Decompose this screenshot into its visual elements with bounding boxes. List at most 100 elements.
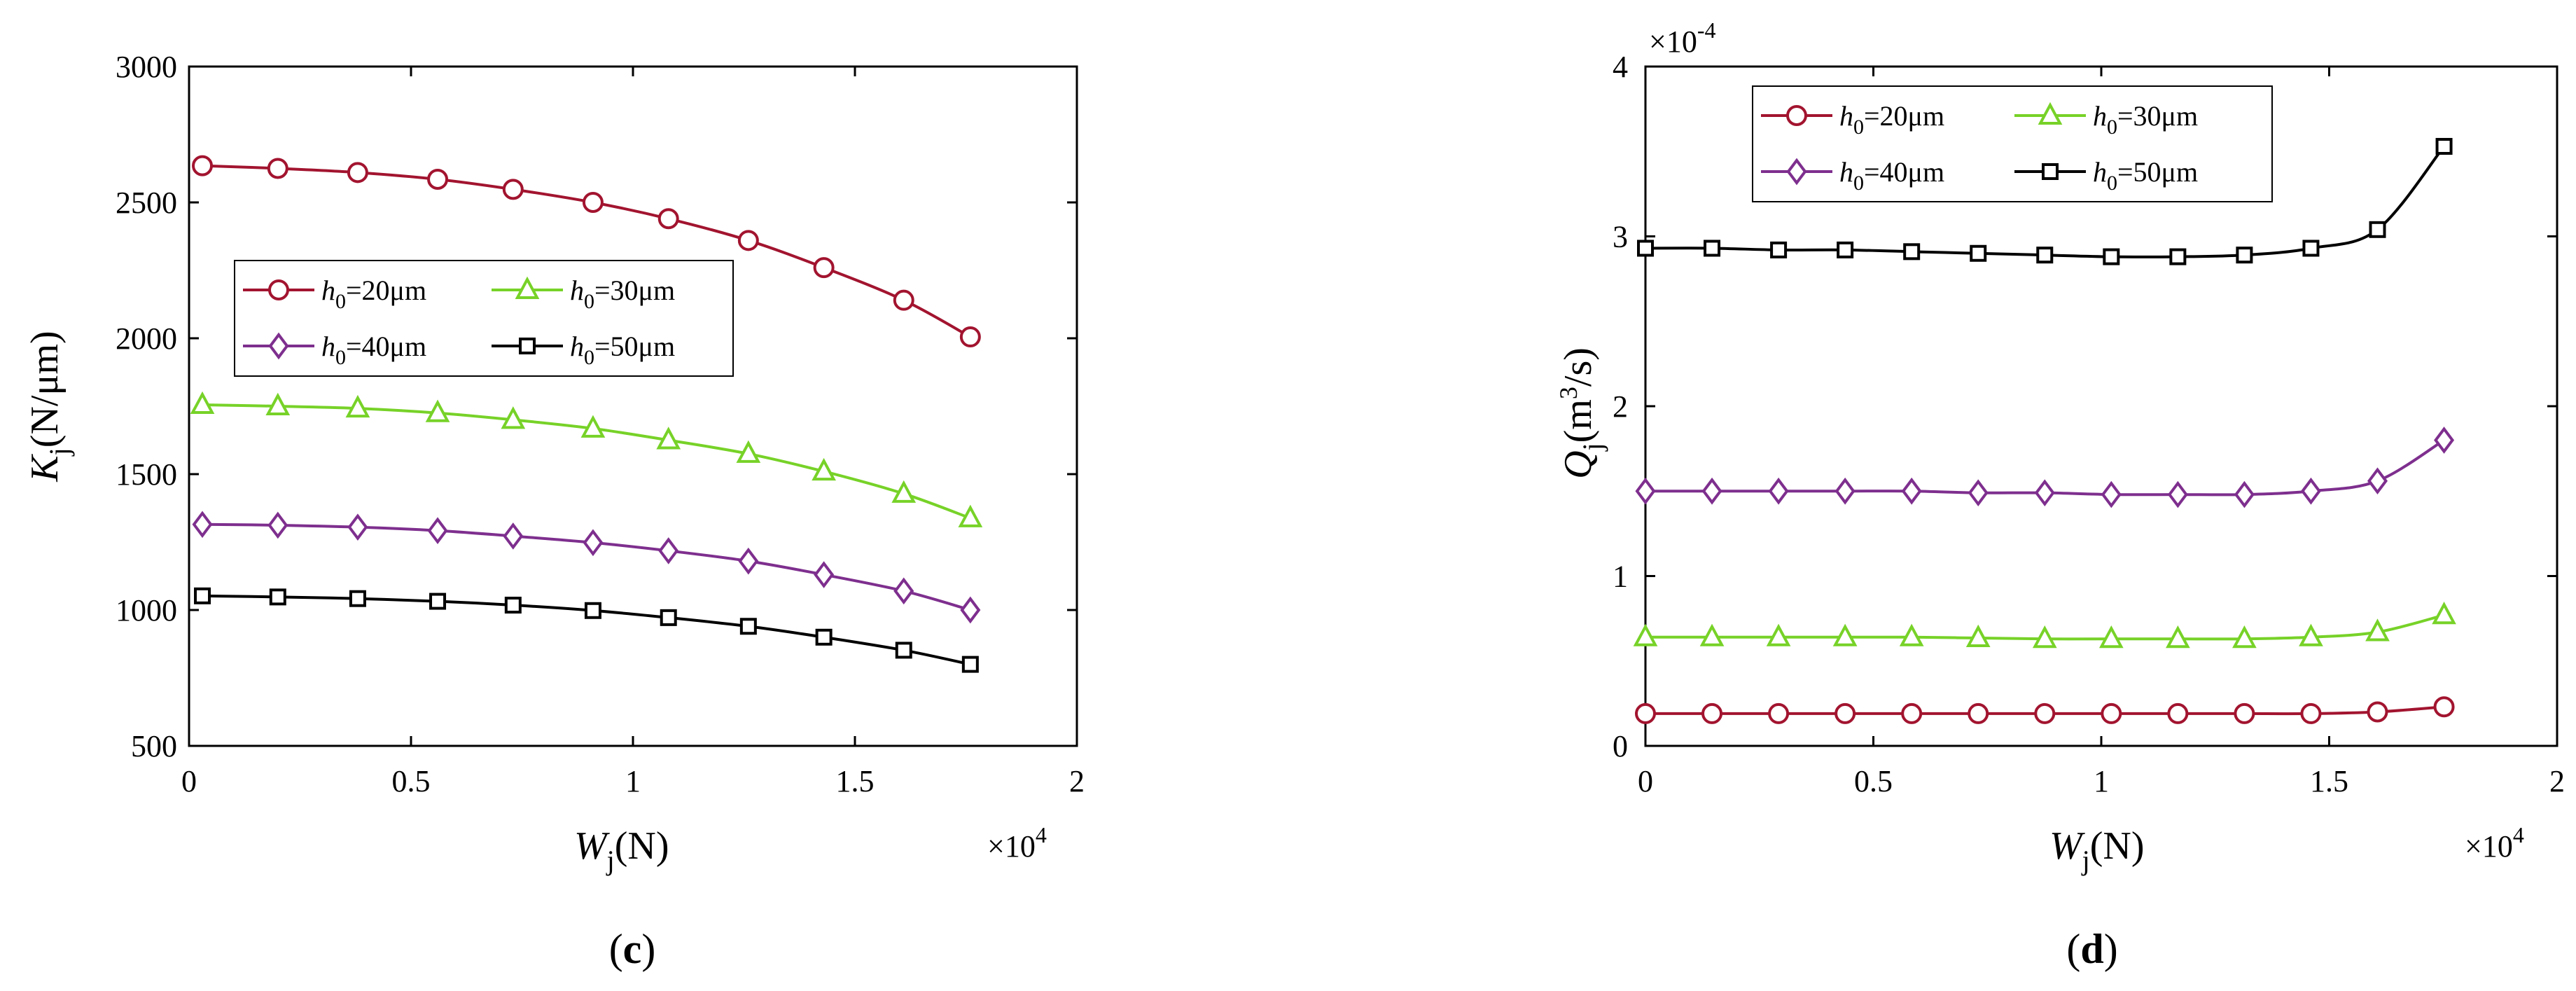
data-point-h30 <box>425 399 450 422</box>
y-tick-label: 1500 <box>116 457 177 492</box>
data-point-h50 <box>2435 137 2453 155</box>
data-point-h40 <box>503 522 524 550</box>
data-point-h40 <box>347 513 368 541</box>
y-tick-label: 1 <box>1613 560 1628 594</box>
data-point-h50 <box>2036 247 2054 264</box>
data-point-h50 <box>349 590 366 607</box>
data-point-h20 <box>427 169 449 190</box>
data-point-h30 <box>2166 625 2190 649</box>
x-tick-label: 0.5 <box>1854 764 1893 798</box>
chart-panel-c: 0 0.5 1 1.5 250010001500200025003000×104Wj(N… <box>23 50 1085 972</box>
legend-marker-h40 <box>1786 158 1807 186</box>
x-tick-label: 1 <box>2094 764 2109 798</box>
data-point-h50 <box>2302 240 2320 257</box>
x-tick-label: 0 <box>1638 764 1653 798</box>
legend-label-h20: h0=20μm <box>1839 100 1944 139</box>
y-tick-label: 500 <box>131 729 177 763</box>
data-point-h20 <box>737 230 759 251</box>
legend-label-h50: h0=50μm <box>2093 156 2198 195</box>
data-point-h50 <box>2236 247 2253 264</box>
y-axis-label: Qj(m3/s) <box>1554 347 1608 479</box>
legend-label-h50: h0=50μm <box>570 331 675 369</box>
y-tick-label: 3 <box>1613 220 1628 254</box>
y-tick-label: 2000 <box>116 321 177 356</box>
data-point-h40 <box>1701 477 1722 505</box>
data-point-h50 <box>1704 240 1721 257</box>
legend-label-h30: h0=30μm <box>570 275 675 313</box>
data-point-h20 <box>267 158 288 179</box>
data-point-h30 <box>2365 618 2390 642</box>
data-point-h20 <box>893 289 914 311</box>
data-point-h40 <box>1968 479 1989 507</box>
legend: h0=20μm h0=30μm h0=40μm h0=50μm <box>234 260 734 377</box>
data-point-h20 <box>2101 702 2122 724</box>
legend-label-h40: h0=40μm <box>321 331 426 369</box>
data-point-h40 <box>2434 427 2455 454</box>
data-point-h40 <box>2167 480 2188 508</box>
x-tick-label: 2 <box>2549 764 2565 798</box>
x-axis-exponent: ×104 <box>987 822 1047 864</box>
data-point-h40 <box>738 547 759 575</box>
y-axis-label: Kj(N/μm) <box>23 331 75 482</box>
data-point-h50 <box>2369 221 2386 238</box>
data-point-h30 <box>736 440 761 463</box>
legend-marker-h30 <box>515 276 540 299</box>
data-point-h40 <box>427 517 448 545</box>
data-point-h30 <box>2098 625 2124 649</box>
data-point-h50 <box>2169 248 2187 265</box>
data-point-h50 <box>895 642 912 659</box>
data-point-h30 <box>812 457 836 481</box>
data-point-h30 <box>1832 623 1858 646</box>
data-point-h50 <box>660 609 677 626</box>
data-point-h20 <box>1901 702 1923 724</box>
data-point-h40 <box>1635 477 1656 505</box>
y-tick-label: 1000 <box>116 593 177 628</box>
data-point-h30 <box>2299 623 2323 646</box>
x-axis-label: Wj(N) <box>2049 824 2145 876</box>
data-point-h20 <box>192 155 214 176</box>
data-point-h30 <box>190 391 215 415</box>
legend-label-h20: h0=20μm <box>321 275 426 313</box>
legend-box <box>1752 85 2273 202</box>
data-point-h50 <box>269 588 286 606</box>
data-point-h50 <box>1970 244 1987 262</box>
x-tick-label: 1.5 <box>836 764 875 798</box>
legend-marker-h50 <box>519 338 536 354</box>
legend-label-h40: h0=40μm <box>1839 156 1944 195</box>
data-point-h30 <box>2032 625 2057 649</box>
legend-box <box>234 260 734 377</box>
y-axis-exponent: ×10-4 <box>1649 18 1715 59</box>
y-tick-label: 3000 <box>116 50 177 84</box>
data-point-h30 <box>580 415 606 438</box>
data-point-h50 <box>584 602 601 619</box>
legend-marker-h50 <box>2042 163 2059 180</box>
data-point-h20 <box>2367 701 2388 723</box>
data-point-h20 <box>502 179 524 200</box>
data-point-h50 <box>815 628 833 646</box>
data-point-h40 <box>893 577 914 605</box>
data-point-h40 <box>1834 477 1856 505</box>
legend-marker-h30 <box>2038 102 2063 125</box>
data-point-h30 <box>1633 623 1658 646</box>
y-tick-label: 2 <box>1613 389 1628 424</box>
data-point-h50 <box>2103 248 2120 265</box>
data-point-h20 <box>813 257 835 279</box>
data-point-h40 <box>192 511 213 539</box>
data-point-h20 <box>2300 702 2322 724</box>
x-tick-label: 1 <box>625 764 641 798</box>
x-axis-label: Wj(N) <box>574 824 669 876</box>
data-point-h20 <box>1635 702 1656 724</box>
data-point-h30 <box>656 427 681 450</box>
data-point-h30 <box>501 406 526 429</box>
legend-marker-h20 <box>268 279 289 300</box>
data-point-h20 <box>2167 702 2189 724</box>
data-point-h20 <box>347 162 368 183</box>
data-point-h30 <box>1899 623 1924 646</box>
data-point-h20 <box>582 192 604 213</box>
data-point-h50 <box>739 618 757 635</box>
y-tick-label: 0 <box>1613 729 1628 763</box>
data-point-h50 <box>1837 241 1854 258</box>
data-point-h40 <box>658 537 679 564</box>
data-point-h40 <box>2034 479 2055 507</box>
